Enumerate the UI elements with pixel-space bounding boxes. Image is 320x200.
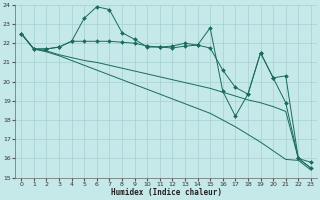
X-axis label: Humidex (Indice chaleur): Humidex (Indice chaleur) (111, 188, 221, 197)
